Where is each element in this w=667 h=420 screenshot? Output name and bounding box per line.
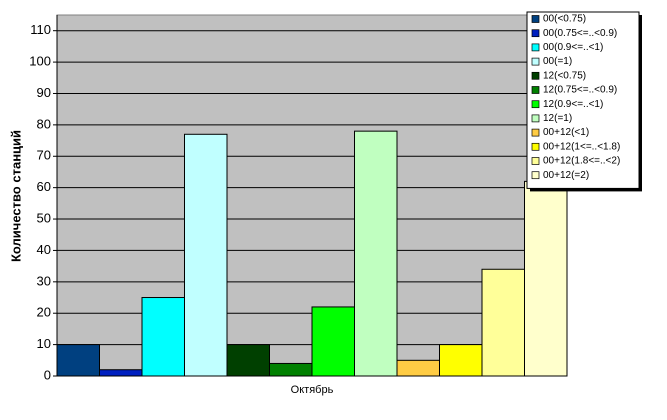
y-tick-label: 90 [37, 85, 51, 100]
y-tick-label: 60 [37, 179, 51, 194]
legend-label: 12(0.9<=..<1) [543, 99, 603, 110]
y-tick-label: 40 [37, 242, 51, 257]
y-tick-label: 80 [37, 116, 51, 131]
bar [439, 344, 483, 377]
bar [226, 344, 270, 377]
y-tick-label: 70 [37, 148, 51, 163]
x-tick-label: Октябрь [291, 384, 334, 396]
legend-label: 12(=1) [543, 113, 572, 124]
legend-label: 00(0.75<=..<0.9) [543, 28, 617, 39]
bar [269, 362, 313, 377]
bar [396, 359, 440, 377]
y-tick-label: 50 [37, 210, 51, 225]
y-tick-label: 100 [29, 54, 51, 69]
bar [311, 306, 355, 377]
legend-label: 00+12(=2) [543, 170, 589, 181]
bar [524, 180, 568, 377]
y-tick-label: 0 [44, 367, 51, 382]
legend-label: 12(0.75<=..<0.9) [543, 85, 617, 96]
legend-label: 00(=1) [543, 56, 572, 67]
y-tick-label: 30 [37, 273, 51, 288]
y-tick-label: 20 [37, 305, 51, 320]
y-axis-label: Количество станций [8, 130, 23, 262]
legend-swatch [531, 142, 540, 151]
legend-label: 00+12(1<=..<1.8) [543, 141, 620, 152]
legend-swatch [531, 128, 540, 137]
legend: 00(<0.75) 00(0.75<=..<0.9) 00(0.9<=..<1) 00… [526, 11, 642, 192]
bar [354, 130, 398, 377]
legend-label: 00+12(<1) [543, 127, 589, 138]
legend-box [526, 11, 640, 189]
legend-swatch [531, 100, 540, 109]
legend-swatch [531, 114, 540, 123]
legend-label: 12(<0.75) [543, 70, 586, 81]
legend-swatch [531, 171, 540, 180]
bar [481, 268, 525, 377]
bar [99, 369, 143, 377]
legend-swatch [531, 57, 540, 66]
legend-swatch [531, 157, 540, 165]
legend-swatch [531, 29, 540, 38]
legend-label: 00(<0.75) [543, 14, 586, 25]
y-tick-label: 110 [30, 22, 51, 37]
bar [184, 133, 228, 377]
legend-swatch [531, 15, 540, 23]
bar [141, 297, 185, 377]
y-tick-label: 10 [37, 336, 51, 351]
bar [56, 344, 100, 377]
legend-swatch [531, 86, 540, 94]
legend-label: 00(0.9<=..<1) [543, 42, 603, 53]
legend-swatch [531, 71, 540, 80]
legend-label: 00+12(1.8<=..<2) [543, 156, 620, 167]
legend-swatch [531, 43, 540, 52]
